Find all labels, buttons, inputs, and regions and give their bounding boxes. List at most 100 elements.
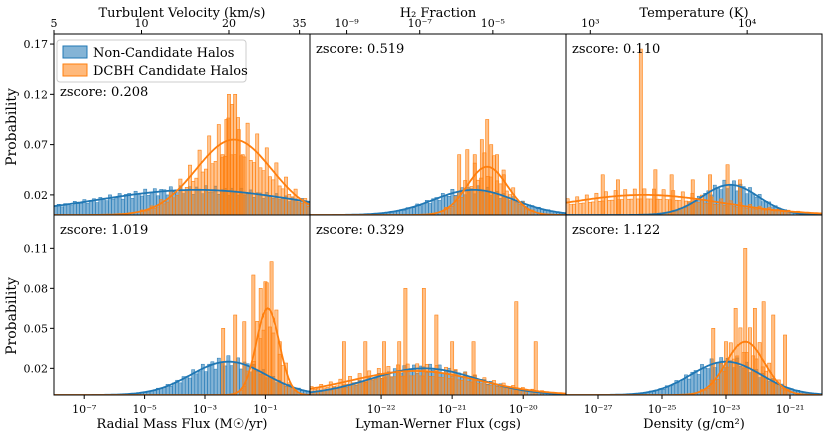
bar-candidate xyxy=(178,178,183,215)
bar-candidate xyxy=(280,188,285,215)
x-tick-label: 20 xyxy=(222,17,236,30)
kde-candidate xyxy=(310,165,566,215)
bar-candidate xyxy=(703,202,708,215)
bar-candidate xyxy=(376,368,381,395)
bar-candidate-spike xyxy=(233,314,238,395)
bar-non-candidate xyxy=(671,385,676,395)
x-tick-label: 10⁻²¹ xyxy=(438,403,467,416)
bar-candidate xyxy=(527,210,532,215)
bar-candidate-spike xyxy=(533,341,538,395)
kde-candidate xyxy=(54,307,310,395)
bar-non-candidate xyxy=(124,194,128,215)
bar-candidate xyxy=(261,170,266,215)
bar-candidate-spike xyxy=(489,144,494,215)
bar-candidate xyxy=(143,210,148,215)
x-tick-label: 10⁻⁵ xyxy=(481,17,505,30)
bar-candidate xyxy=(626,198,631,215)
plot-area-top-middle xyxy=(310,119,566,215)
bar-non-candidate xyxy=(101,198,106,215)
bar-non-candidate xyxy=(204,371,208,395)
bar-non-candidate xyxy=(184,376,189,395)
bar-non-candidate xyxy=(76,203,80,215)
bar-candidate xyxy=(780,211,784,215)
bar-candidate xyxy=(258,167,263,215)
bar-candidate xyxy=(450,206,455,215)
x-tick-label: 10⁻⁵ xyxy=(132,403,156,416)
bar-non-candidate xyxy=(178,382,183,395)
y-tick-label: 0.07 xyxy=(24,139,49,152)
bar-non-candidate xyxy=(693,370,698,395)
bar-candidate xyxy=(732,206,736,215)
kde-non-candidate xyxy=(310,367,566,395)
bar-candidate xyxy=(300,202,304,215)
bar-non-candidate xyxy=(66,203,71,215)
bar-candidate-spike xyxy=(638,48,643,215)
y-tick-label: 0.11 xyxy=(24,242,49,255)
bar-candidate xyxy=(754,208,759,215)
bar-candidate xyxy=(703,389,708,395)
bar-non-candidate xyxy=(680,379,685,395)
bar-candidate xyxy=(428,376,432,395)
bar-candidate-spike xyxy=(711,328,716,395)
bar-non-candidate xyxy=(188,377,192,395)
bar-non-candidate xyxy=(60,206,64,215)
bar-candidate xyxy=(773,210,778,215)
x-tick-label: 10 xyxy=(134,17,148,30)
bar-candidate-spike xyxy=(738,179,742,215)
bar-candidate xyxy=(386,366,391,395)
bar-candidate-spike xyxy=(457,154,462,215)
bar-non-candidate xyxy=(104,200,109,215)
bar-candidate xyxy=(780,387,784,395)
x-tick-label: 35 xyxy=(293,17,307,30)
bar-candidate xyxy=(744,207,749,215)
bar-candidate xyxy=(776,379,781,395)
bar-candidate xyxy=(367,370,372,395)
bar-candidate-spike xyxy=(382,341,386,395)
bar-candidate xyxy=(648,198,653,215)
bar-candidate-spike xyxy=(263,281,268,395)
plot-area-top-right xyxy=(566,48,822,215)
bar-non-candidate xyxy=(168,385,173,395)
bar-candidate xyxy=(284,362,288,395)
bar-candidate-spike xyxy=(251,274,256,395)
bar-non-candidate xyxy=(687,378,692,395)
bar-candidate-spike xyxy=(479,139,484,215)
bar-candidate xyxy=(418,375,423,395)
bar-candidate xyxy=(568,204,573,215)
bar-non-candidate xyxy=(421,203,426,215)
bar-candidate xyxy=(588,202,592,215)
panel-frame xyxy=(565,214,823,396)
legend: Non-Candidate Halos DCBH Candidate Halos xyxy=(56,39,248,83)
bar-candidate xyxy=(194,177,199,215)
bar-candidate xyxy=(712,203,717,215)
bar-non-candidate xyxy=(668,385,672,395)
y-tick-label: 0.12 xyxy=(24,88,49,101)
zscore-label: zscore: 1.019 xyxy=(60,223,148,238)
bar-candidate xyxy=(456,379,461,395)
bar-candidate xyxy=(460,380,464,395)
bar-candidate xyxy=(248,160,253,215)
bar-candidate-spike xyxy=(258,288,263,395)
bar-candidate xyxy=(274,162,279,215)
bar-candidate xyxy=(216,124,221,215)
bar-candidate-spike xyxy=(743,248,748,395)
bar-candidate xyxy=(184,186,189,215)
bar-candidate xyxy=(572,203,576,215)
bar-non-candidate xyxy=(690,371,695,395)
x-tick-label: 10⁻²⁰ xyxy=(509,403,538,416)
bar-candidate xyxy=(152,207,157,215)
bar-candidate xyxy=(476,179,480,215)
legend-swatch-candidate xyxy=(62,63,88,77)
bar-candidate-spike xyxy=(600,174,605,215)
bar-non-candidate xyxy=(197,371,202,395)
legend-label-non-candidate: Non-Candidate Halos xyxy=(93,46,234,61)
bar-candidate-spike xyxy=(471,341,476,395)
bar-candidate xyxy=(322,387,327,395)
bar-candidate xyxy=(722,205,727,215)
bar-candidate-spike xyxy=(269,261,274,395)
bar-candidate-spike xyxy=(495,154,499,215)
bar-candidate xyxy=(447,208,452,215)
bar-non-candidate xyxy=(120,198,125,215)
